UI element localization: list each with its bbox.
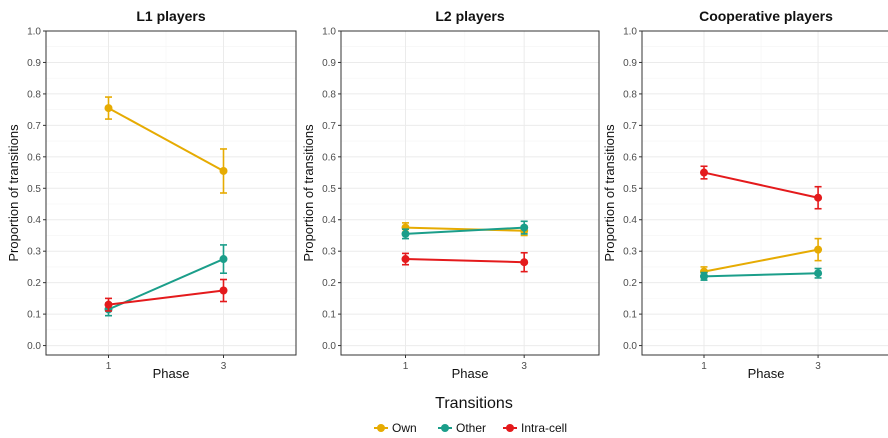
y-tick-label: 0.0 (322, 341, 336, 352)
chart-panels: L1 players 0.0 0.1 0.2 0.3 0.4 0.5 0.6 0.7 0.8 0.9… (6, 8, 888, 381)
legend-label: Other (456, 421, 486, 435)
panel-2: L2 players 0.0 0.1 0.2 0.3 0.4 0.5 0.6 0.7 0.8 0.9… (301, 8, 600, 381)
y-tick-label: 0.7 (623, 121, 637, 132)
y-tick-label: 0.9 (27, 58, 41, 69)
y-axis-title: Proportion of transitions (301, 124, 316, 262)
data-point (814, 245, 823, 254)
data-point (219, 166, 228, 175)
legend-item-other: Other (438, 421, 486, 435)
data-point (219, 286, 228, 295)
y-tick-label: 0.4 (322, 215, 336, 226)
series-line (703, 272, 819, 278)
data-point (401, 229, 410, 238)
y-axis-title: Proportion of transitions (6, 124, 21, 262)
series-other (700, 267, 823, 281)
legend-item-intra-cell: Intra-cell (503, 421, 567, 435)
series-line (703, 171, 819, 199)
chart-legend: Transitions Own Other Intra-cell (374, 395, 567, 435)
y-tick-label: 0.7 (27, 121, 41, 132)
data-point (700, 272, 708, 281)
y-tick-label: 0.3 (27, 247, 41, 258)
y-tick-label: 0.6 (27, 152, 41, 163)
data-point (520, 223, 529, 232)
series-other (401, 220, 529, 240)
panel-3: Cooperative players 0.0 0.1 0.2 0.3 0.4 0.5 0.6… (602, 8, 888, 381)
legend-title: Transitions (435, 395, 513, 412)
data-point (104, 300, 113, 309)
x-tick-label: 3 (815, 361, 821, 372)
y-tick-label: 0.4 (27, 215, 41, 226)
y-tick-label: 0.6 (623, 152, 637, 163)
y-tick-label: 1.0 (322, 27, 336, 38)
y-tick-label: 0.1 (322, 310, 336, 321)
panel-title: Cooperative players (699, 8, 833, 24)
panel-1: L1 players 0.0 0.1 0.2 0.3 0.4 0.5 0.6 0.7 0.8 0.9… (6, 8, 297, 381)
panel-border (641, 30, 888, 356)
legend-key-point (506, 424, 514, 432)
y-tick-label: 0.3 (322, 247, 336, 258)
y-tick-label: 0.9 (322, 58, 336, 69)
series-own (104, 96, 228, 194)
x-tick-label: 1 (403, 361, 409, 372)
series-line (405, 226, 525, 232)
y-tick-label: 0.5 (27, 184, 41, 195)
y-tick-label: 0.2 (322, 278, 336, 289)
y-tick-label: 0.7 (322, 121, 336, 132)
y-tick-label: 0.9 (623, 58, 637, 69)
panel-title: L2 players (435, 8, 504, 24)
x-axis-title: Phase (748, 366, 785, 381)
data-point (814, 193, 823, 202)
data-point (520, 258, 529, 267)
y-tick-label: 0.3 (623, 247, 637, 258)
y-tick-label: 0.1 (623, 310, 637, 321)
y-tick-label: 0.0 (27, 341, 41, 352)
series-line (703, 248, 819, 273)
series-line (405, 258, 525, 264)
legend-key-point (441, 424, 449, 432)
y-tick-label: 0.4 (623, 215, 637, 226)
series-intra-cell (104, 278, 228, 312)
x-tick-label: 3 (521, 361, 527, 372)
y-tick-label: 0.0 (623, 341, 637, 352)
series-line (108, 289, 224, 306)
data-point (401, 255, 410, 264)
series-line (108, 258, 224, 311)
y-tick-label: 0.8 (623, 89, 637, 100)
x-tick-label: 1 (106, 361, 112, 372)
y-tick-label: 0.5 (623, 184, 637, 195)
legend-item-own: Own (374, 421, 417, 435)
data-point (219, 255, 228, 264)
y-tick-label: 0.1 (27, 310, 41, 321)
x-tick-label: 1 (701, 361, 707, 372)
legend-label: Intra-cell (521, 421, 567, 435)
x-axis-title: Phase (452, 366, 489, 381)
series-intra-cell (401, 251, 529, 273)
y-tick-label: 0.8 (27, 89, 41, 100)
series-line (405, 226, 525, 235)
data-point (814, 269, 823, 278)
y-axis-title: Proportion of transitions (602, 124, 617, 262)
legend-key-point (377, 424, 385, 432)
panel-border (340, 30, 600, 356)
legend-items: Own Other Intra-cell (374, 421, 567, 435)
y-tick-label: 0.2 (27, 278, 41, 289)
series-intra-cell (700, 165, 823, 210)
data-point (104, 104, 113, 113)
data-point (700, 168, 708, 177)
y-tick-label: 0.2 (623, 278, 637, 289)
panel-border (45, 30, 297, 356)
series-own (700, 237, 823, 278)
x-axis-title: Phase (153, 366, 190, 381)
panel-title: L1 players (136, 8, 205, 24)
x-tick-label: 3 (221, 361, 227, 372)
y-tick-label: 0.5 (322, 184, 336, 195)
y-tick-label: 1.0 (623, 27, 637, 38)
y-tick-label: 0.8 (322, 89, 336, 100)
legend-label: Own (392, 421, 417, 435)
y-tick-label: 0.6 (322, 152, 336, 163)
y-tick-label: 1.0 (27, 27, 41, 38)
series-line (108, 107, 224, 172)
